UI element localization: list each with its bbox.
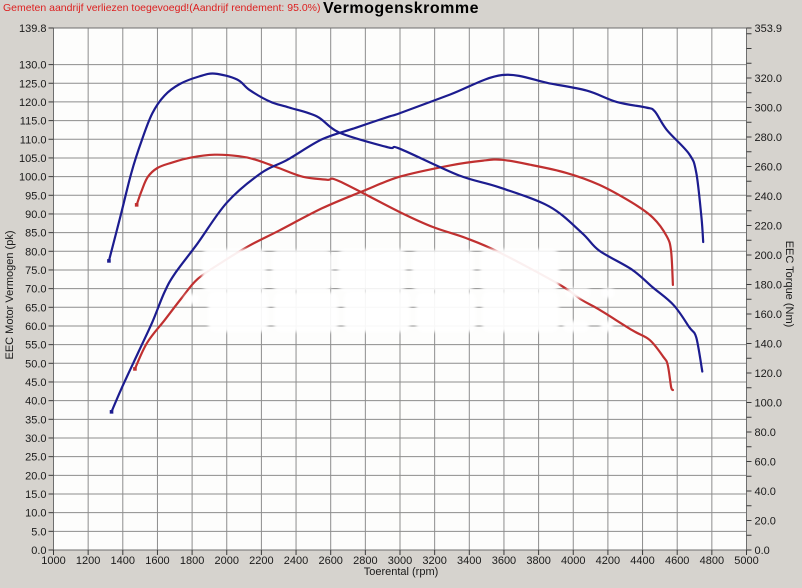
x-tick-label: 3600 <box>492 555 516 567</box>
x-tick-label: 4200 <box>596 555 620 567</box>
x-tick-label: 1400 <box>111 555 135 567</box>
y-left-tick-label: 70.0 <box>25 284 46 296</box>
x-tick-label: 3800 <box>526 555 550 567</box>
y-right-tick-label: 80.0 <box>755 427 776 439</box>
curve-start-marker <box>109 410 114 414</box>
x-tick-label: 1200 <box>76 555 100 567</box>
curve-power-red <box>133 158 674 370</box>
y-left-tick-label: 80.0 <box>25 246 46 258</box>
y-right-tick-label: 100.0 <box>755 398 783 410</box>
y-left-tick-label: 40.0 <box>25 396 46 408</box>
x-tick-label: 3000 <box>388 555 412 567</box>
y-right-tick-label: 220.0 <box>755 221 783 233</box>
y-left-tick-label: 5.0 <box>31 526 46 538</box>
y-left-tick-label: 115.0 <box>20 116 47 128</box>
curve-torque-red <box>135 153 674 392</box>
y-right-tick-label: 0.0 <box>755 545 770 557</box>
y-left-tick-label: 35.0 <box>25 414 46 426</box>
y-left-tick-label: 130.0 <box>19 60 47 72</box>
y-left-tick-label: 90.0 <box>25 209 46 221</box>
x-tick-label: 2400 <box>284 555 308 567</box>
y-right-tick-label: 60.0 <box>755 457 776 469</box>
y-right-tick-label: 260.0 <box>755 162 783 174</box>
x-tick-label: 4600 <box>665 555 689 567</box>
curve-power-blue <box>110 73 705 413</box>
y-left-tick-label: 85.0 <box>25 228 46 240</box>
curve-start-marker <box>133 367 137 371</box>
y-left-tick-label: 25.0 <box>25 452 46 464</box>
y-right-tick-label: 20.0 <box>755 516 776 528</box>
chart-title: Vermogenskromme <box>322 0 479 17</box>
curve-start-marker <box>107 259 111 263</box>
y-left-tick-label: 30.0 <box>25 433 46 445</box>
x-tick-label: 3400 <box>457 555 481 567</box>
x-tick-label: 4000 <box>561 555 585 567</box>
y-left-tick-label: 120.0 <box>19 97 47 109</box>
y-left-tick-label: 65.0 <box>25 302 46 314</box>
y-right-tick-label: 280.0 <box>755 132 783 144</box>
y-right-tick-label: 120.0 <box>755 368 783 380</box>
y-right-tick-label: 140.0 <box>755 339 783 351</box>
x-tick-label: 2800 <box>353 555 377 567</box>
x-tick-label: 1600 <box>145 555 169 567</box>
y-left-tick-label: 20.0 <box>25 470 46 482</box>
x-tick-label: 2600 <box>318 555 342 567</box>
curve-torque-blue <box>107 72 704 373</box>
y-right-tick-label: 300.0 <box>755 103 783 115</box>
y-left-tick-label: 100.0 <box>19 172 47 184</box>
y-right-tick-label: 180.0 <box>755 280 783 292</box>
right-axis-title: EEC Torque (Nm) <box>783 240 795 328</box>
y-right-tick-label: 160.0 <box>755 309 783 321</box>
y-right-tick-label: 353.9 <box>755 23 783 35</box>
y-left-tick-label: 0.0 <box>31 545 46 557</box>
x-tick-label: 5000 <box>734 555 758 567</box>
y-left-tick-label: 75.0 <box>25 265 46 277</box>
y-left-tick-label: 105.0 <box>19 153 47 165</box>
y-left-tick-label: 15.0 <box>25 489 46 501</box>
y-right-tick-label: 40.0 <box>755 486 776 498</box>
y-right-tick-label: 320.0 <box>755 73 783 85</box>
x-tick-label: 3200 <box>422 555 446 567</box>
y-left-tick-label: 60.0 <box>25 321 46 333</box>
left-axis-title: EEC Motor Vermogen (pk) <box>4 230 16 360</box>
y-left-tick-label: 125.0 <box>19 78 47 90</box>
y-left-tick-label: 10.0 <box>25 508 46 520</box>
y-left-tick-label: 50.0 <box>25 358 46 370</box>
x-tick-label: 4400 <box>630 555 654 567</box>
y-right-tick-label: 200.0 <box>755 250 783 262</box>
x-tick-label: 1000 <box>41 555 65 567</box>
x-tick-label: 2200 <box>249 555 273 567</box>
y-right-tick-label: 240.0 <box>755 191 783 203</box>
y-left-tick-label: 95.0 <box>25 190 46 202</box>
curve-start-marker <box>134 203 139 207</box>
x-tick-label: 2000 <box>215 555 239 567</box>
y-left-tick-label: 45.0 <box>25 377 46 389</box>
y-left-tick-label: 55.0 <box>25 340 46 352</box>
y-left-tick-label: 139.8 <box>19 23 47 35</box>
x-tick-label: 4800 <box>700 555 724 567</box>
y-left-tick-label: 110.0 <box>20 134 47 146</box>
x-tick-label: 1800 <box>180 555 204 567</box>
x-axis-title: Toerental (rpm) <box>363 566 439 578</box>
drivetrain-loss-note: Gemeten aandrijf verliezen toegevoegd!(A… <box>3 2 321 14</box>
